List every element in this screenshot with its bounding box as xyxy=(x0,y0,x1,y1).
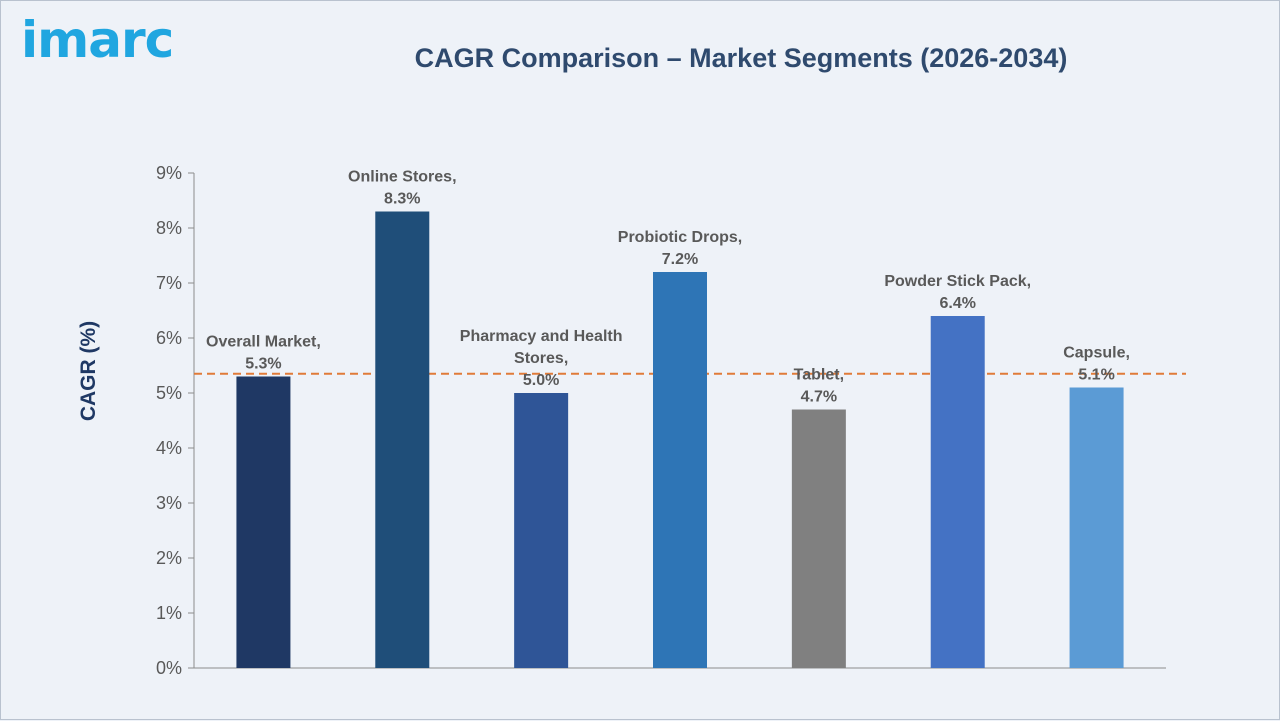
imarc-logo: imarc xyxy=(21,11,201,81)
logo-text: imarc xyxy=(21,11,174,69)
chart-title: CAGR Comparison – Market Segments (2026-… xyxy=(414,43,1068,73)
bar-capsule xyxy=(1069,387,1124,668)
y-tick-label: 1% xyxy=(156,603,182,623)
data-label: 4.7% xyxy=(801,389,837,406)
y-tick-label: 0% xyxy=(156,658,182,678)
y-tick-label: 7% xyxy=(156,273,182,293)
data-label: Stores, xyxy=(514,350,568,367)
y-tick-label: 4% xyxy=(156,438,182,458)
data-label: 7.2% xyxy=(662,251,698,268)
data-label: Online Stores, xyxy=(348,169,456,186)
data-label: Pharmacy and Health xyxy=(460,328,623,345)
y-tick-label: 5% xyxy=(156,383,182,403)
y-tick-label: 3% xyxy=(156,493,182,513)
data-label: Capsule, xyxy=(1063,345,1130,362)
bar-powder-stick-pack xyxy=(930,316,985,668)
y-tick-label: 8% xyxy=(156,218,182,238)
data-label: 6.4% xyxy=(939,295,975,312)
y-tick-label: 6% xyxy=(156,328,182,348)
y-tick-label: 2% xyxy=(156,548,182,568)
y-tick-label: 9% xyxy=(156,163,182,183)
data-label: Powder Stick Pack, xyxy=(884,273,1031,290)
data-label: 5.0% xyxy=(523,372,559,389)
data-label: Overall Market, xyxy=(206,334,321,351)
bar-probiotic-drops xyxy=(653,272,707,668)
data-label: Tablet, xyxy=(794,367,844,384)
bar-overall-market xyxy=(236,376,291,668)
data-label: Probiotic Drops, xyxy=(618,229,742,246)
data-label: 8.3% xyxy=(384,191,420,208)
bar-online-stores xyxy=(375,211,430,668)
bar-tablet xyxy=(791,409,846,668)
data-label: 5.3% xyxy=(245,356,281,373)
bar-pharmacy-and-health-stores xyxy=(514,393,569,668)
data-label: 5.1% xyxy=(1078,367,1114,384)
